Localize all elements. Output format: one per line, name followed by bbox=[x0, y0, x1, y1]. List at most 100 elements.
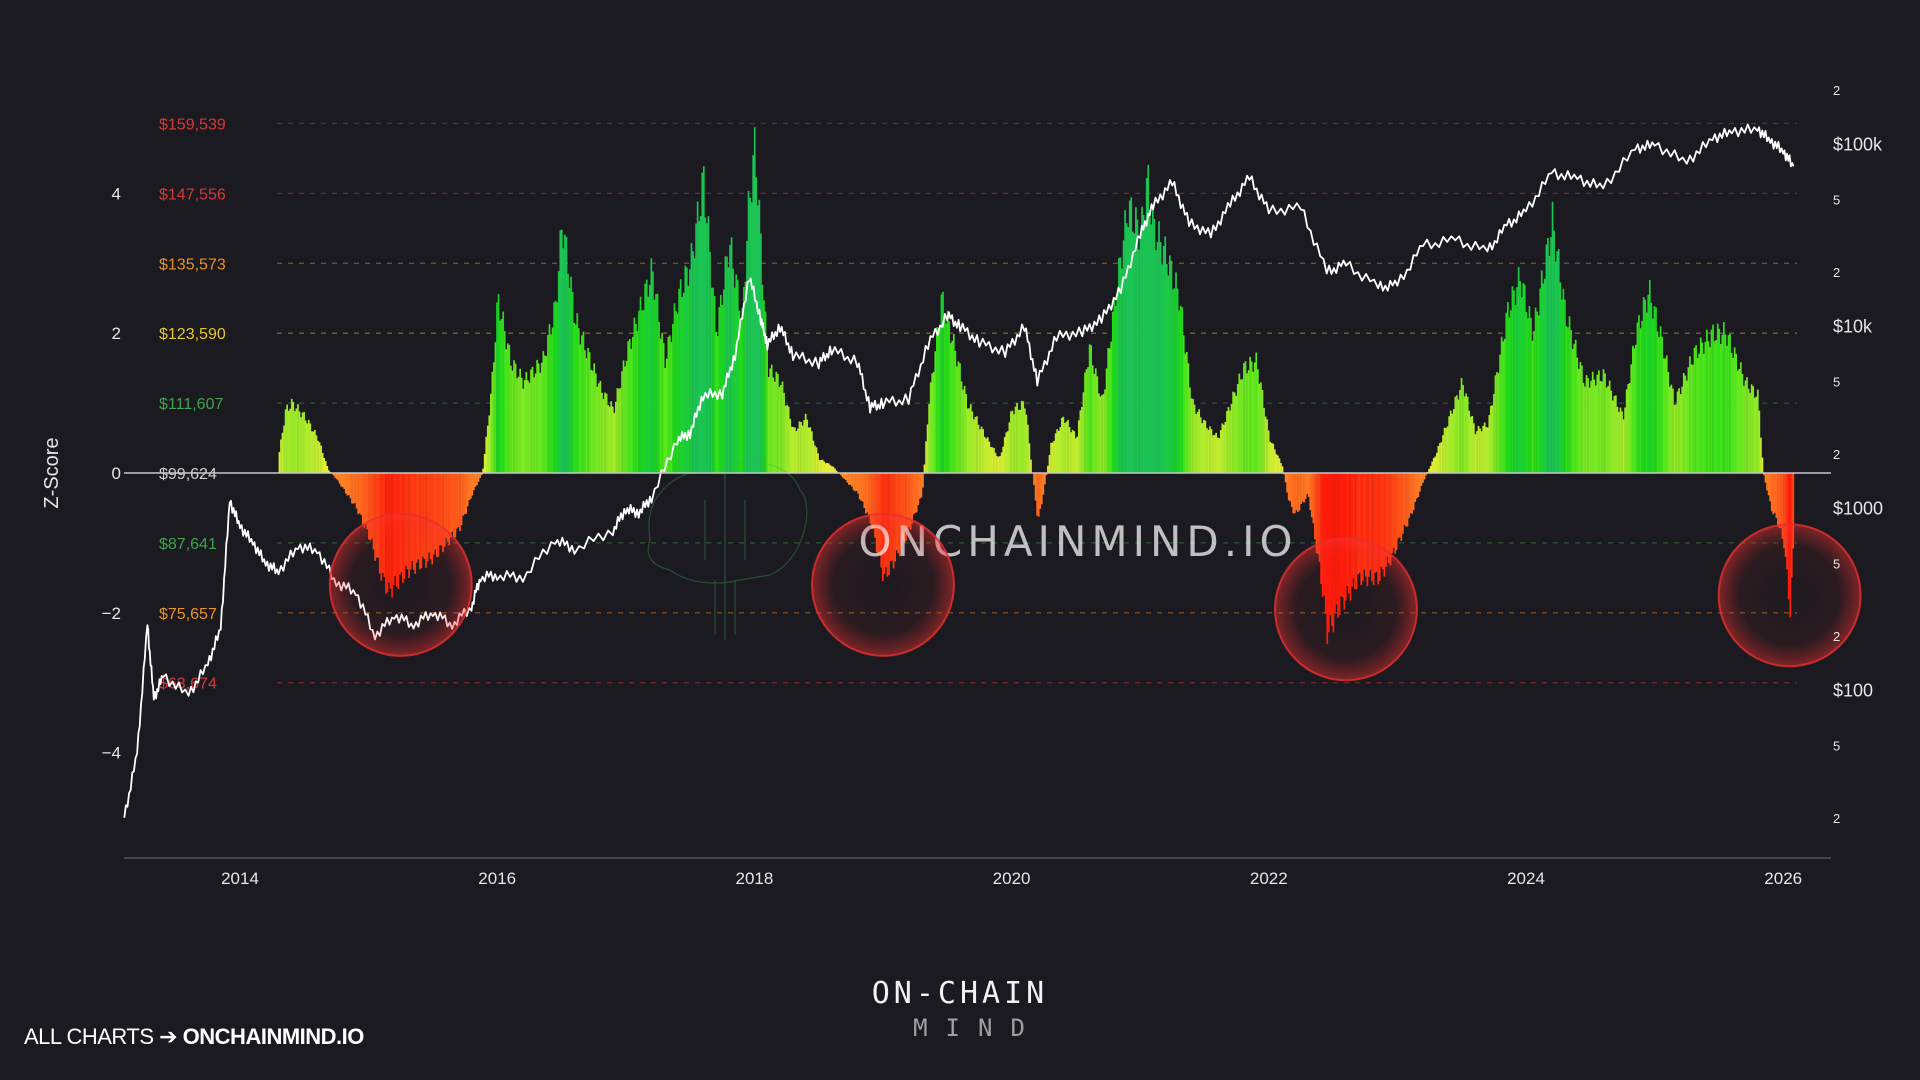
zscore-bar bbox=[513, 360, 515, 473]
zscore-bar bbox=[905, 473, 907, 541]
zscore-bar bbox=[1215, 432, 1218, 473]
zscore-bar bbox=[1625, 389, 1628, 473]
zscore-bar bbox=[679, 279, 682, 473]
zscore-bar bbox=[1706, 329, 1708, 473]
zscore-bar bbox=[477, 473, 480, 482]
y-tick-label: −4 bbox=[102, 744, 121, 763]
zscore-bar bbox=[1548, 255, 1551, 473]
zscore-bar bbox=[1306, 473, 1309, 494]
zscore-bar bbox=[337, 473, 339, 481]
zscore-bar bbox=[439, 473, 441, 546]
zscore-bar bbox=[1294, 473, 1296, 514]
zscore-bar bbox=[1189, 387, 1191, 473]
zscore-bar bbox=[1613, 396, 1616, 473]
zscore-bar bbox=[547, 334, 549, 473]
zscore-bar bbox=[1173, 288, 1176, 473]
zscore-bar bbox=[533, 377, 535, 473]
zscore-bar bbox=[1077, 420, 1080, 473]
zscore-bar bbox=[570, 276, 572, 473]
x-tick-label: 2026 bbox=[1764, 869, 1802, 888]
all-charts-link[interactable]: ALL CHARTS ➔ ONCHAINMIND.IO bbox=[24, 1024, 364, 1050]
zscore-bar bbox=[1098, 393, 1100, 473]
zscore-bar bbox=[1451, 413, 1454, 473]
zscore-bar bbox=[946, 310, 949, 473]
zscore-bar bbox=[1781, 473, 1784, 539]
zscore-bar bbox=[349, 473, 352, 499]
zscore-bar bbox=[801, 425, 804, 473]
zscore-bar bbox=[363, 473, 366, 528]
zscore-bar bbox=[823, 461, 826, 473]
zscore-bar bbox=[948, 321, 951, 473]
zscore-bar bbox=[1378, 473, 1381, 581]
zscore-bar bbox=[1764, 473, 1767, 483]
zscore-bar bbox=[1361, 473, 1364, 582]
zscore-bar bbox=[1497, 373, 1500, 473]
zscore-bar bbox=[1073, 431, 1076, 473]
zscore-bar bbox=[1638, 315, 1640, 473]
zscore-bar bbox=[628, 339, 631, 473]
zscore-bar bbox=[1783, 473, 1785, 549]
zscore-bar bbox=[775, 371, 778, 473]
zscore-bar bbox=[1400, 473, 1403, 541]
zscore-bar bbox=[820, 460, 822, 473]
zscore-bar bbox=[1167, 275, 1170, 473]
zscore-bar bbox=[1280, 463, 1282, 473]
right-axis-tick-label: $1000 bbox=[1833, 499, 1883, 519]
zscore-bar bbox=[1122, 240, 1125, 473]
zscore-bar bbox=[1193, 404, 1196, 473]
zscore-bar bbox=[1321, 473, 1324, 597]
zscore-bar bbox=[906, 473, 909, 531]
zscore-bar bbox=[1519, 281, 1522, 473]
zscore-bar bbox=[548, 324, 551, 473]
zscore-bar bbox=[908, 473, 910, 528]
zscore-bar bbox=[599, 380, 602, 473]
zscore-bar bbox=[443, 473, 446, 547]
zscore-bar bbox=[1385, 473, 1387, 567]
zscore-bar bbox=[491, 371, 494, 473]
zscore-bar bbox=[1598, 370, 1600, 473]
zscore-bar bbox=[348, 473, 350, 496]
zscore-bar bbox=[1318, 473, 1321, 562]
zscore-bar bbox=[619, 388, 622, 473]
zscore-bar bbox=[939, 325, 941, 473]
zscore-bar bbox=[1051, 442, 1054, 473]
zscore-bar bbox=[931, 373, 934, 473]
zscore-bar bbox=[1622, 419, 1625, 473]
zscore-bar bbox=[1369, 473, 1372, 570]
zscore-bar bbox=[1630, 364, 1633, 473]
zscore-bar bbox=[335, 473, 338, 480]
zscore-bar bbox=[655, 294, 657, 473]
zscore-bar bbox=[645, 279, 648, 473]
zscore-bar bbox=[1551, 201, 1554, 474]
zscore-bar bbox=[1511, 286, 1514, 473]
zscore-bar bbox=[1673, 404, 1676, 473]
zscore-bar bbox=[952, 333, 955, 473]
zscore-bar bbox=[743, 287, 745, 473]
zscore-bar bbox=[777, 374, 779, 473]
zscore-bar bbox=[1792, 473, 1795, 549]
zscore-bar bbox=[489, 393, 492, 473]
zscore-bar bbox=[996, 456, 998, 473]
zscore-bar bbox=[1420, 473, 1423, 486]
zscore-bar bbox=[844, 473, 847, 480]
zscore-bar bbox=[1314, 473, 1316, 540]
zscore-bar bbox=[954, 350, 957, 473]
zscore-bar bbox=[1375, 473, 1378, 572]
zscore-bar bbox=[807, 427, 810, 473]
zscore-bar bbox=[1488, 415, 1491, 473]
zscore-bar bbox=[713, 296, 716, 473]
zscore-bar bbox=[1571, 349, 1574, 473]
zscore-bar bbox=[1749, 392, 1751, 473]
zscore-bar bbox=[587, 347, 589, 473]
zscore-bar bbox=[1469, 416, 1472, 473]
zscore-bar bbox=[778, 386, 781, 473]
zscore-bar bbox=[1715, 340, 1717, 473]
zscore-bar bbox=[1730, 352, 1733, 473]
zscore-bar bbox=[1514, 304, 1517, 473]
axes: 2014 2016 2018 2020 2022 2024 2026 4 2 0 −2 −4 Z-Sco… bbox=[41, 83, 1883, 888]
zscore-bar bbox=[965, 393, 968, 473]
zscore-bar bbox=[1017, 409, 1020, 473]
zscore-bar bbox=[1577, 368, 1580, 473]
zscore-bar bbox=[1000, 452, 1003, 473]
